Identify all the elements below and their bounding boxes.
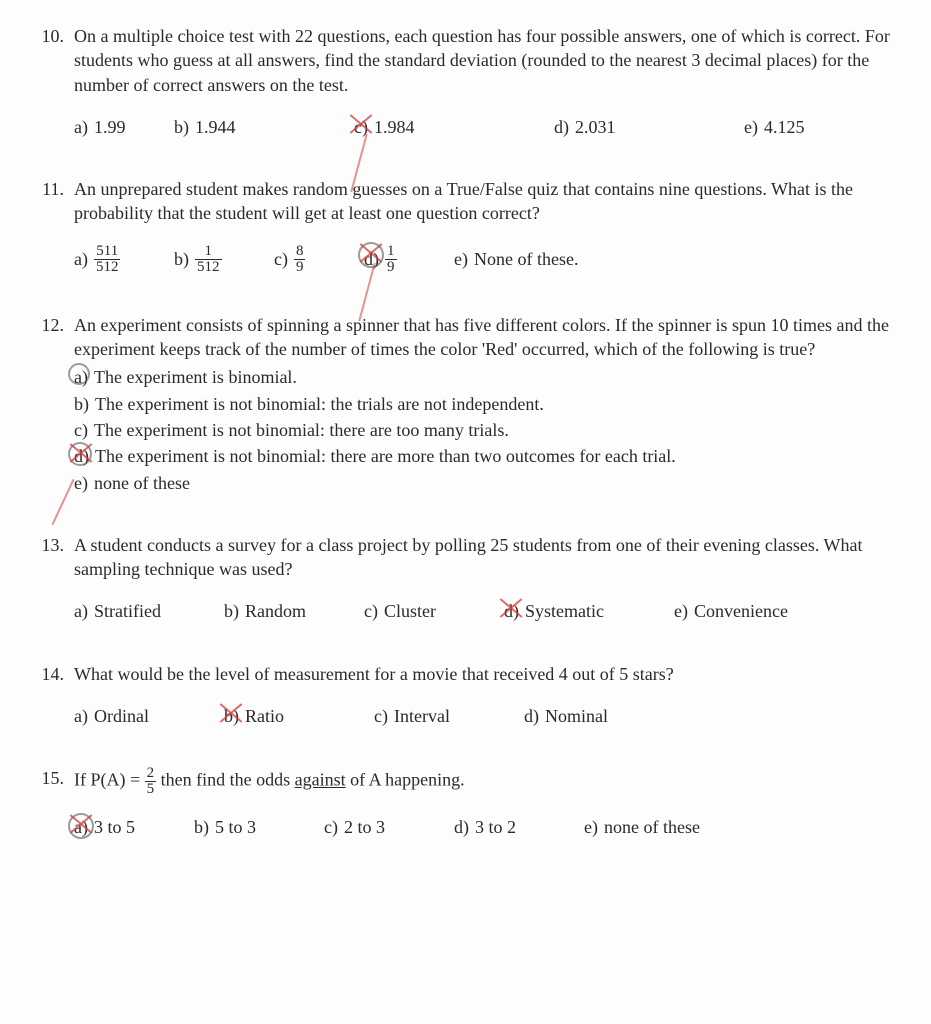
choice-b[interactable]: b) Random: [224, 599, 364, 623]
choice-c[interactable]: c) Cluster: [364, 599, 504, 623]
choice-d[interactable]: d) The experiment is not binomial: there…: [74, 444, 903, 468]
question-text: An experiment consists of spinning a spi…: [74, 313, 903, 362]
question-10: 10. On a multiple choice test with 22 qu…: [28, 24, 903, 139]
choice-e[interactable]: e) 4.125: [744, 115, 844, 139]
question-15: 15. If P(A) = 25 then find the odds agai…: [28, 766, 903, 839]
choice-d[interactable]: d) Nominal: [524, 704, 674, 728]
choice-e[interactable]: e) none of these: [74, 471, 903, 495]
question-13: 13. A student conducts a survey for a cl…: [28, 533, 903, 624]
choice-e[interactable]: e) none of these: [584, 815, 744, 839]
choice-c[interactable]: c) The experiment is not binomial: there…: [74, 418, 903, 442]
choice-b[interactable]: b) Ratio: [224, 704, 374, 728]
choice-a[interactable]: a) 1.99: [74, 115, 174, 139]
fraction: 8 9: [294, 244, 306, 275]
choice-d[interactable]: d) 2.031: [554, 115, 744, 139]
underlined-word: against: [295, 770, 346, 790]
question-text: If P(A) = 25 then find the odds against …: [74, 766, 903, 797]
choice-a[interactable]: a) The experiment is binomial.: [74, 365, 903, 389]
question-number: 13.: [28, 533, 74, 557]
fraction: 1 512: [195, 244, 222, 275]
choice-e[interactable]: e) None of these.: [454, 244, 654, 275]
grading-tail-icon: [52, 478, 75, 524]
choice-d[interactable]: d) 1 9: [364, 244, 454, 275]
fraction: 1 9: [385, 244, 397, 275]
question-text: A student conducts a survey for a class …: [74, 533, 903, 582]
question-number: 14.: [28, 662, 74, 686]
choices-row: a) 511 512 b) 1 512 c) 8 9 d): [74, 244, 903, 275]
fraction: 511 512: [94, 244, 121, 275]
choices-row: a) 1.99 b) 1.944 c) 1.984 d) 2.031 e) 4.…: [74, 115, 903, 139]
choice-b[interactable]: b) 1 512: [174, 244, 274, 275]
choice-c[interactable]: c) Interval: [374, 704, 524, 728]
question-text: An unprepared student makes random guess…: [74, 177, 903, 226]
question-text: What would be the level of measurement f…: [74, 662, 903, 686]
fraction: 25: [145, 766, 157, 797]
question-number: 12.: [28, 313, 74, 337]
choice-b[interactable]: b) 1.944: [174, 115, 354, 139]
choice-d[interactable]: d) 3 to 2: [454, 815, 584, 839]
choice-b[interactable]: b) 5 to 3: [194, 815, 324, 839]
choices-row: a) 3 to 5 b) 5 to 3 c) 2 to 3 d) 3 to 2 …: [74, 815, 903, 839]
choices-row: a) Stratified b) Random c) Cluster d) Sy…: [74, 599, 903, 623]
question-number: 11.: [28, 177, 74, 201]
question-text: On a multiple choice test with 22 questi…: [74, 24, 903, 97]
question-12: 12. An experiment consists of spinning a…: [28, 313, 903, 495]
choice-c[interactable]: c) 8 9: [274, 244, 364, 275]
choice-a[interactable]: a) Ordinal: [74, 704, 224, 728]
choice-b[interactable]: b) The experiment is not binomial: the t…: [74, 392, 903, 416]
choice-c[interactable]: c) 2 to 3: [324, 815, 454, 839]
choice-a[interactable]: a) 3 to 5: [74, 815, 194, 839]
choice-c[interactable]: c) 1.984: [354, 115, 554, 139]
choices-stack: a) The experiment is binomial. b) The ex…: [74, 365, 903, 494]
question-number: 10.: [28, 24, 74, 48]
choice-a[interactable]: a) 511 512: [74, 244, 174, 275]
choice-e[interactable]: e) Convenience: [674, 599, 814, 623]
choice-d[interactable]: d) Systematic: [504, 599, 674, 623]
question-number: 15.: [28, 766, 74, 790]
question-14: 14. What would be the level of measureme…: [28, 662, 903, 729]
choices-row: a) Ordinal b) Ratio c) Interval d) Nomin…: [74, 704, 903, 728]
choice-a[interactable]: a) Stratified: [74, 599, 224, 623]
question-11: 11. An unprepared student makes random g…: [28, 177, 903, 275]
